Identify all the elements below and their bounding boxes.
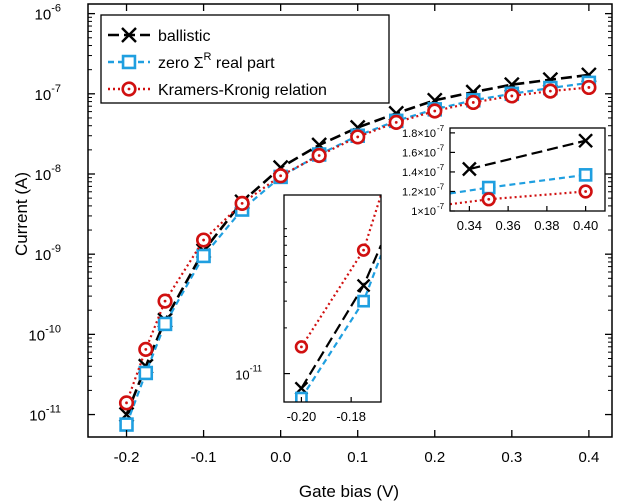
inset-right-line-0: [469, 139, 586, 171]
y-tick-label-2: 10-9: [35, 243, 61, 264]
inset-right-point-0-0: [462, 161, 477, 177]
inset-right-panel: 0.34 0.36 0.38 0.401×10 -71.2×10 -71.4×10 -71.…: [402, 124, 606, 233]
inset-right-data: [450, 133, 593, 207]
x-tick-label-1: -0.1: [191, 449, 217, 466]
inset-right-x-tick-label-0: 0.34: [457, 218, 482, 233]
inset-right-y-tick-exp-1: -7: [437, 182, 445, 191]
inset-right-y-tick-label-3: 1.6×10: [402, 147, 436, 159]
point-2-3-center: [202, 238, 205, 242]
inset-right-y-tick-label-4: 1.8×10: [402, 128, 436, 140]
point-2-13-center: [587, 86, 591, 89]
x-tick-label-6: 0.4: [578, 449, 599, 466]
inset-right-y-tick-exp-0: -7: [437, 202, 445, 211]
x-tick-label-5: 0.3: [501, 449, 522, 466]
y-tick-label-1: 10-10: [28, 323, 61, 344]
inset-right-x-tick-label-3: 0.40: [573, 218, 598, 233]
inset-left-point-1-1: [357, 294, 370, 308]
point-1-1: [138, 365, 154, 381]
inset-left-frame: [283, 194, 382, 403]
y-axis-label: Current (A): [12, 172, 31, 256]
point-2-2-center: [163, 299, 167, 303]
legend-marker-2-center: [127, 87, 131, 91]
inset-right-y-tick-label-0: 1×10: [411, 206, 436, 218]
series-line-0: [125, 73, 590, 416]
inset-left-data: [294, 195, 381, 402]
point-1-3: [196, 248, 211, 264]
point-2-10-center: [471, 101, 475, 104]
legend-label-1: zero ΣR real part: [158, 51, 275, 72]
inset-left-point-2-1-center: [362, 248, 365, 252]
point-2-0-center: [125, 401, 128, 405]
point-2-11-center: [510, 94, 514, 98]
x-tick-label-3: 0.1: [347, 449, 368, 466]
x-tick-label-4: 0.2: [424, 449, 445, 466]
inset-left-x-tick-label-1: -0.18: [336, 409, 366, 424]
point-2-1-center: [144, 347, 148, 351]
point-2-5-center: [279, 174, 283, 178]
y-tick-label-3: 10-8: [35, 163, 61, 184]
inset-right-point-1-1: [481, 180, 496, 195]
legend: ballistic zero ΣR real part Kramers-Kronig…: [100, 14, 390, 104]
inset-right-point-2-2-center: [584, 190, 588, 193]
point-2-7-center: [356, 135, 360, 139]
legend-marker-0: [121, 27, 137, 43]
inset-left-panel: -0.20 -0.18 10-11: [235, 194, 382, 424]
inset-right-y-tick-exp-2: -7: [437, 163, 445, 172]
inset-right-point-1-2: [578, 168, 593, 182]
inset-right-point-2-1-center: [487, 197, 491, 201]
inset-right-y-tick-label-2: 1.4×10: [402, 167, 436, 179]
inset-left-y-tick-label-0: 10-11: [235, 364, 262, 383]
inset-right-y-tick-exp-3: -7: [437, 143, 445, 152]
inset-left-x-tick-label-0: -0.20: [287, 409, 317, 424]
inset-right-frame: [449, 127, 606, 212]
inset-right-line-1: [450, 173, 586, 195]
y-tick-label-4: 10-7: [35, 83, 61, 104]
x-axis-label: Gate bias (V): [299, 482, 399, 501]
point-2-9-center: [433, 109, 437, 113]
inset-right-x-tick-label-2: 0.38: [534, 218, 559, 233]
point-2-4-center: [240, 201, 244, 205]
y-tick-label-0: 10-11: [29, 404, 61, 425]
inset-left-point-2-0-center: [300, 345, 303, 349]
inset-right-y-tick-exp-4: -7: [437, 124, 445, 133]
inset-right-y-tick-label-1: 1.2×10: [402, 186, 436, 198]
legend-label-2: Kramers-Kronig relation: [158, 82, 327, 99]
point-2-8-center: [394, 120, 398, 124]
legend-label-0: ballistic: [158, 28, 210, 45]
point-2-6-center: [317, 154, 321, 157]
inset-right-point-0-1: [578, 133, 593, 149]
inset-left-point-0-1: [356, 278, 371, 293]
point-2-12-center: [548, 89, 552, 93]
point-1-2: [157, 316, 173, 332]
x-tick-label-0: -0.2: [114, 449, 140, 466]
plot-frame: [87, 3, 613, 438]
y-tick-label-5: 10-6: [35, 3, 61, 24]
x-tick-label-2: 0.0: [270, 449, 291, 466]
point-1-0: [119, 417, 134, 432]
legend-marker-1: [121, 54, 137, 70]
series-2: [118, 79, 597, 411]
inset-right-x-tick-label-1: 0.36: [495, 218, 520, 233]
